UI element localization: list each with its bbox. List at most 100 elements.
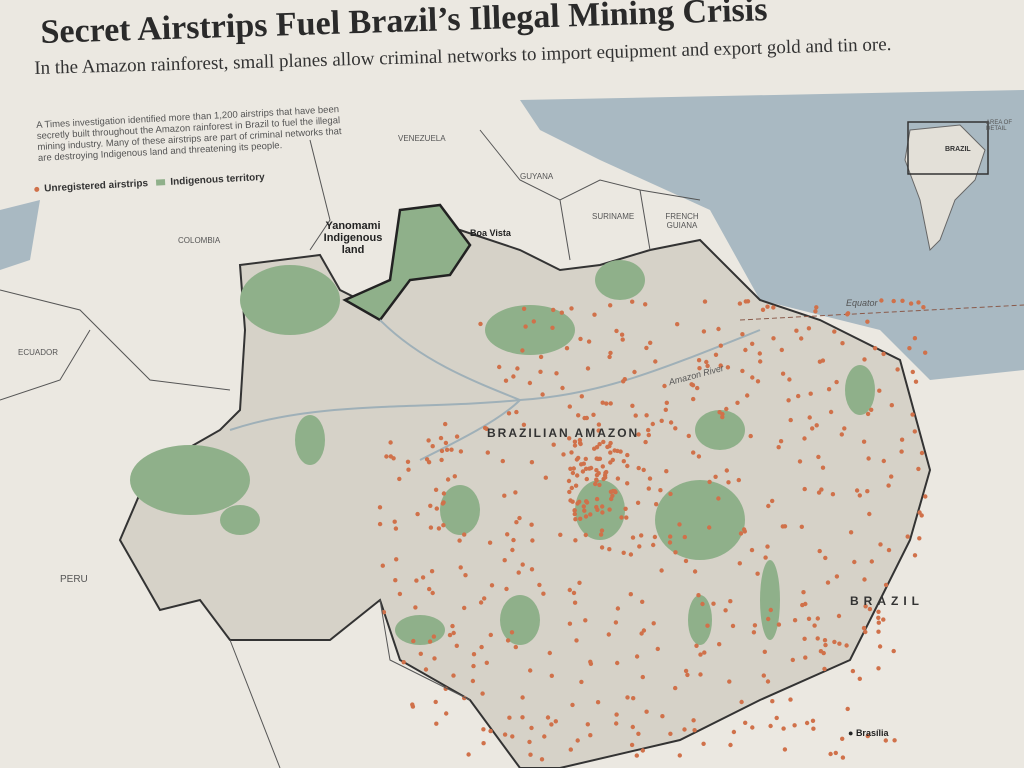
airstrip-dot [794, 328, 799, 333]
airstrip-dot [696, 358, 702, 363]
airstrip-dot [892, 738, 897, 743]
indigenous-territory [595, 260, 645, 300]
indigenous-territories [130, 260, 875, 645]
airstrip-dot [866, 456, 871, 461]
airstrip-dot [664, 400, 669, 405]
airstrip-dot [651, 621, 656, 626]
airstrip-dot [634, 753, 639, 758]
airstrip-dot [528, 752, 533, 757]
airstrip-dot [881, 617, 886, 622]
airstrip-dot [837, 641, 842, 646]
airstrip-dot [574, 638, 579, 643]
airstrip-dot [821, 650, 826, 656]
airstrip-dot [392, 519, 397, 524]
airstrip-dot [768, 723, 773, 729]
airstrip-dot [429, 569, 435, 574]
airstrip-dot [815, 616, 820, 621]
airstrip-dot [510, 547, 515, 553]
airstrip-dot [879, 298, 884, 303]
airstrip-dot [877, 644, 883, 649]
airstrip-dot [547, 650, 552, 656]
airstrip-dot [597, 442, 602, 447]
airstrip-dot [850, 668, 856, 674]
airstrip-dot [889, 474, 894, 479]
airstrip-dot [545, 715, 551, 720]
airstrip-dot [776, 622, 782, 627]
airstrip-dot [690, 383, 696, 388]
airstrip-dot [537, 582, 542, 588]
airstrip-dot [569, 485, 574, 491]
airstrip-dot [572, 508, 577, 513]
airstrip-dot [608, 303, 613, 308]
airstrip-dot [724, 468, 729, 473]
airstrip-dot [636, 465, 641, 471]
airstrip-dot [728, 742, 733, 748]
airstrip-dot [631, 696, 636, 701]
airstrip-dot [550, 325, 555, 330]
amazon-region [118, 228, 932, 768]
airstrip-dot [823, 555, 828, 561]
airstrip-dot [583, 532, 588, 538]
airstrip-dot [571, 466, 576, 471]
airstrip-dot [584, 499, 589, 504]
airstrip-dot [410, 702, 415, 707]
ocean-pacific [0, 200, 40, 270]
airstrip-dot [480, 691, 485, 696]
airstrip-dot [608, 440, 613, 446]
airstrip-dot [605, 444, 610, 450]
airstrip-dot [755, 571, 760, 576]
airstrip-dot [742, 529, 747, 534]
airstrip-dot [808, 391, 813, 396]
airstrip-dot [832, 639, 837, 645]
airstrip-dot [700, 601, 705, 607]
airstrip-dot [517, 515, 522, 521]
airstrip-dot [596, 422, 602, 427]
airstrip-dot [397, 591, 403, 597]
airstrip-dot [575, 738, 580, 743]
airstrip-dot [768, 607, 773, 613]
airstrip-dot [713, 352, 719, 357]
indigenous-territory [688, 595, 712, 645]
airstrip-dot [891, 298, 896, 304]
airstrip-dot [625, 463, 630, 469]
airstrip-dot [513, 490, 518, 495]
airstrip-dot [581, 504, 586, 509]
airstrip-dot [497, 364, 502, 370]
airstrip-dot [815, 636, 820, 641]
airstrip-dot [478, 321, 483, 327]
airstrip-dot [418, 651, 423, 656]
airstrip-dot [599, 528, 605, 533]
airstrip-dot [381, 610, 387, 615]
inset-map [904, 121, 989, 252]
airstrip-dot [648, 340, 653, 345]
airstrip-dot [463, 573, 468, 578]
inset-brazil-label: BRAZIL [945, 146, 971, 153]
airstrip-dot [572, 511, 577, 517]
airstrip-dot [560, 385, 565, 391]
equator-line [739, 304, 1024, 321]
airstrip-dot [427, 586, 432, 592]
airstrip-dot [820, 465, 826, 470]
airstrip-dot [910, 369, 915, 375]
airstrip-dot [502, 493, 507, 498]
airstrip-dot [415, 511, 420, 517]
airstrip-dot [521, 306, 527, 311]
airstrip-dot [388, 440, 393, 445]
airstrip-dot [646, 486, 651, 491]
indigenous-territory [240, 265, 340, 335]
airstrip-dot [834, 574, 840, 579]
airstrip-dot [380, 563, 385, 568]
airstrip-dot [720, 414, 725, 420]
airstrip-dot [677, 522, 682, 527]
airstrip-dot [488, 632, 493, 638]
airstrip-dot [585, 366, 591, 371]
airstrip-dot [585, 722, 590, 727]
airstrip-dot [506, 411, 512, 416]
airstrip-dot [717, 410, 722, 415]
airstrip-dot [921, 305, 926, 310]
airstrip-dot [523, 324, 528, 329]
airstrip-dot [900, 298, 905, 303]
airstrip-dot [650, 421, 655, 427]
airstrip-dot [803, 655, 808, 660]
